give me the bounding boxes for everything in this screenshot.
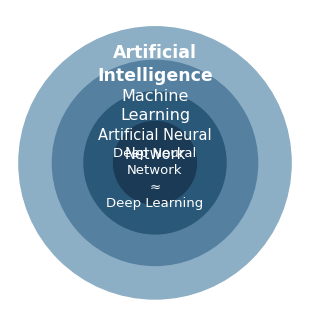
Text: Artificial
Intelligence: Artificial Intelligence — [97, 44, 213, 85]
Circle shape — [19, 27, 291, 299]
Text: Artificial Neural
Network: Artificial Neural Network — [98, 128, 212, 162]
Circle shape — [84, 92, 226, 234]
Circle shape — [113, 122, 197, 204]
Text: Deep Neural
Network
≈
Deep Learning: Deep Neural Network ≈ Deep Learning — [106, 148, 204, 210]
Text: Machine
Learning: Machine Learning — [120, 89, 190, 123]
Circle shape — [52, 60, 258, 265]
